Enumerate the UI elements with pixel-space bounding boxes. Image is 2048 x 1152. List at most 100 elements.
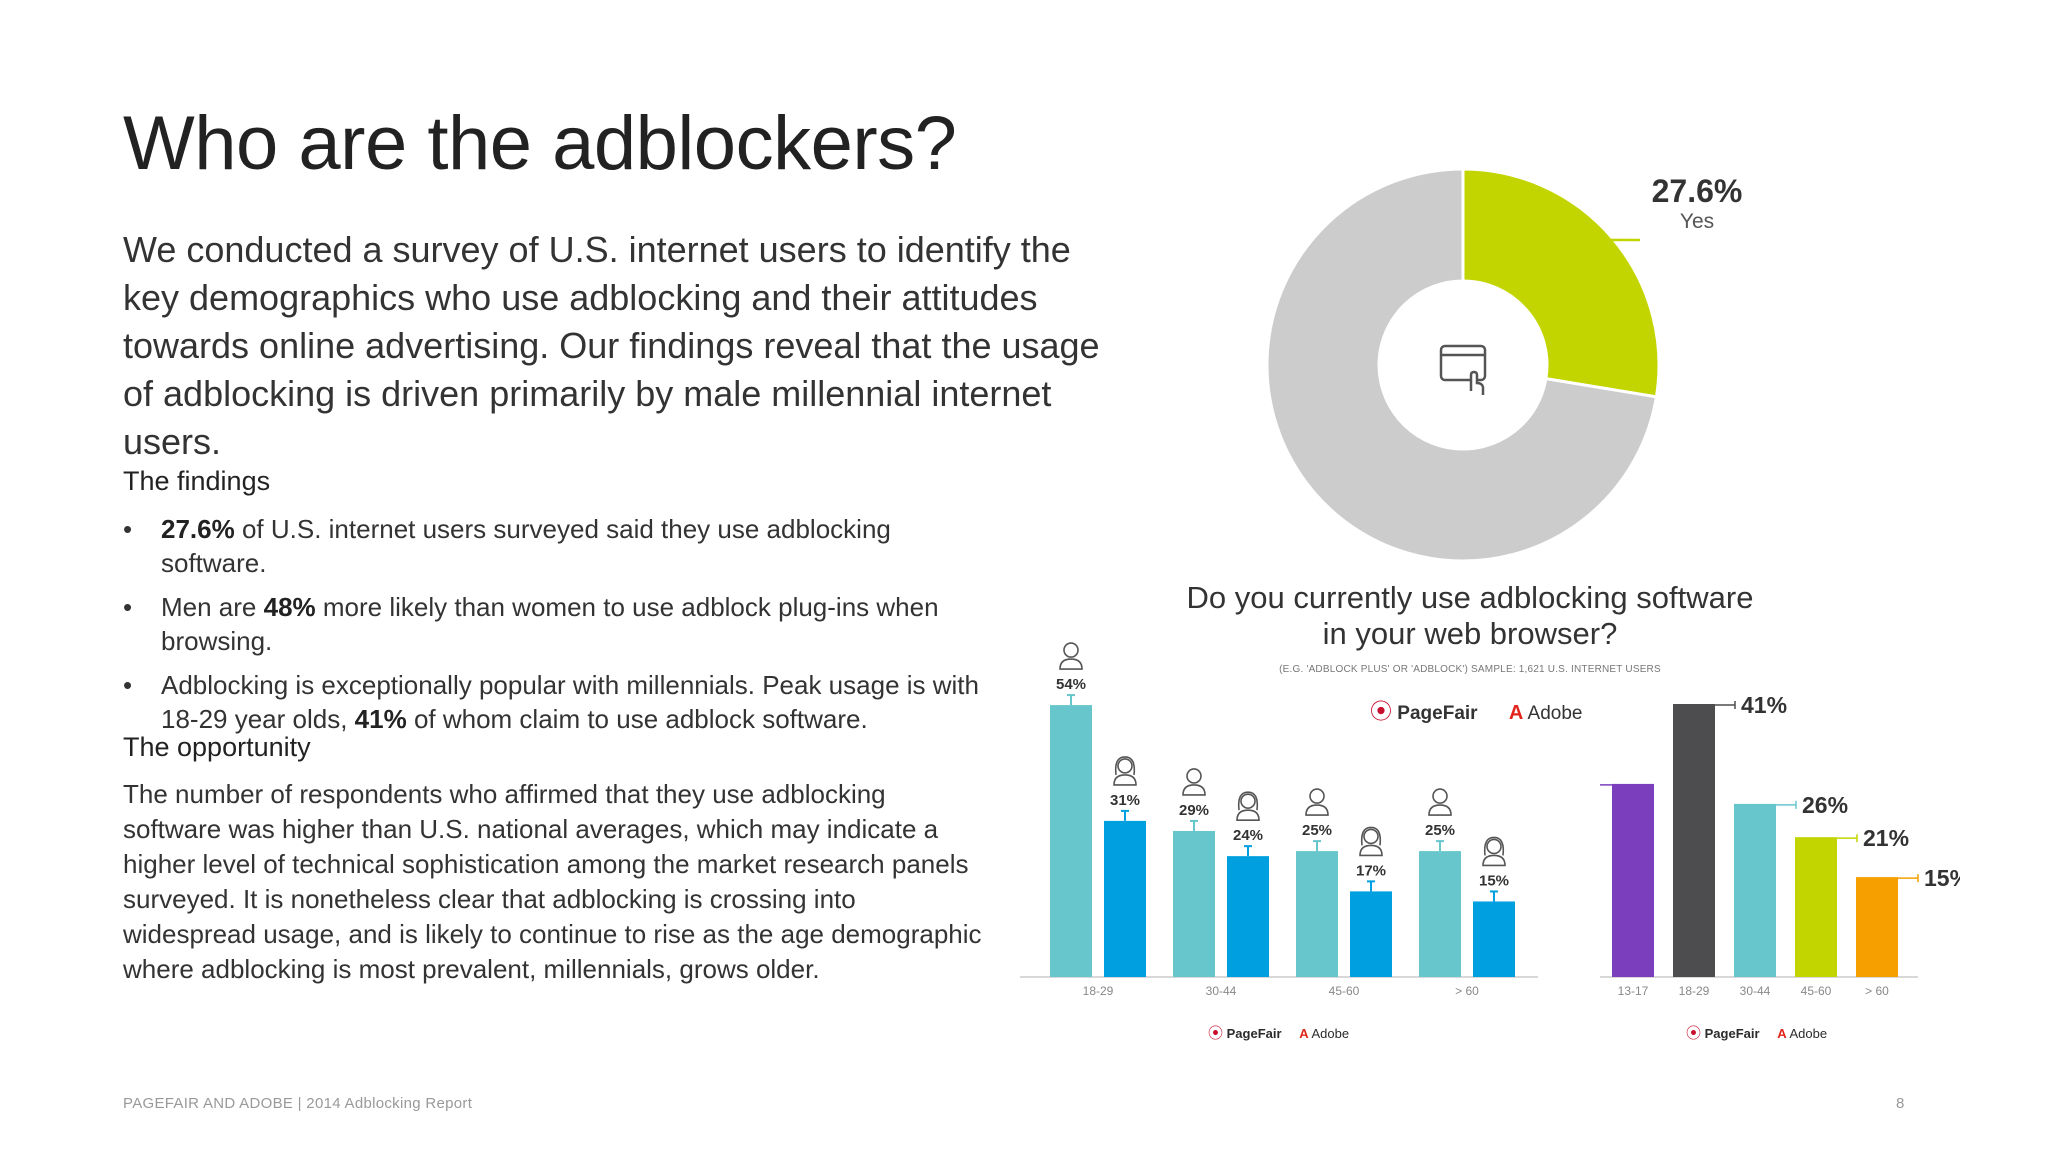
finding-highlight: 48% [263,592,316,622]
adobe-logo-text: Adobe [1789,1026,1828,1041]
pagefair-logo-icon: ⦿ [1370,699,1393,724]
bar [1050,705,1092,977]
finding-text: of U.S. internet users surveyed said the… [161,514,891,578]
pagefair-logo-icon: ⦿ [1686,1025,1702,1042]
donut-title: Do you currently use adblocking software… [1186,580,1754,651]
adblock-usage-donut-chart: 27.6%Yes [1265,167,1742,563]
opportunity-heading: The opportunity [123,732,311,762]
data-label: 24% [1233,827,1263,844]
person-head-shape [1117,758,1133,774]
page-title: Who are the adblockers? [123,101,957,186]
x-tick-label: 18-29 [1679,984,1710,998]
male-person-icon [1059,642,1083,670]
finding-text: of whom claim to use adblock software. [406,704,868,734]
person-head-shape [1363,828,1379,845]
x-tick-label: 45-60 [1801,984,1832,998]
data-label: 15% [1479,872,1509,889]
data-label: 26% [1802,792,1848,818]
data-label: 15% [1924,865,1960,891]
bar [1473,901,1515,977]
donut-slice [1265,167,1659,563]
donut-brand-logos: ⦿ PageFair A Adobe [1370,694,1582,726]
person-head-shape [1063,642,1079,658]
finding-text: Adblocking is exceptionally popular with… [161,670,979,734]
pagefair-logo-text: PageFair [1397,703,1478,724]
female-hair-shape [1114,756,1136,775]
gender-age-bar-chart: 54% 31% 18-29 29% 24% 30-44 25% 17% 45-60 25% 15% >… [1020,642,1538,998]
female-person-icon [1359,826,1383,857]
finding-item: • Men are 48% more likely than women to u… [123,590,983,658]
female-person-icon [1482,836,1506,867]
adobe-logo-icon: A [1777,1026,1787,1041]
data-label: 25% [1425,822,1455,839]
opportunity-paragraph: The number of respondents who affirmed t… [123,779,982,984]
finding-bullet: • [123,592,133,622]
person-body-shape [1236,809,1260,821]
female-person-icon [1113,756,1137,786]
browser-window-shape [1439,344,1487,382]
male-person-icon [1428,788,1452,816]
person-head-shape [1486,838,1502,855]
donut-slice-label: Yes [1680,210,1714,233]
x-tick-label: > 60 [1865,984,1889,998]
data-label: 21% [1863,825,1909,851]
person-body-shape [1113,774,1137,786]
x-tick-label: 13-17 [1618,984,1649,998]
bar [1350,891,1392,977]
donut-slice [1461,167,1661,399]
bar [1104,820,1146,977]
person-body-shape [1482,854,1506,867]
pagefair-logo-icon: ⦿ [1208,1025,1224,1042]
adobe-logo-icon: A [1508,702,1524,724]
finding-text: more likely than women to use adblock pl… [161,592,939,656]
person-body-shape [1428,804,1452,816]
bar [1296,851,1338,977]
female-hair-shape [1237,791,1259,811]
x-tick-label: 30-44 [1740,984,1771,998]
bar [1734,803,1776,977]
finding-highlight: 27.6% [161,514,235,544]
x-tick-label: 18-29 [1083,984,1114,998]
bar [1795,837,1837,977]
finding-bullet: • [123,514,133,544]
person-body-shape [1182,784,1206,796]
female-person-icon [1236,791,1260,821]
adobe-logo-text: Adobe [1527,703,1583,724]
intro-paragraph: We conducted a survey of U.S. internet u… [123,229,1100,462]
finding-text: Men are [161,592,264,622]
pagefair-logo-text: PageFair [1226,1026,1282,1041]
finding-item: • 27.6% of U.S. internet users surveyed s… [123,512,983,580]
footer-text: PAGEFAIR AND ADOBE | 2014 Adblocking Rep… [123,1095,473,1112]
browser-hand-cursor-icon [1439,344,1487,395]
x-tick-label: 45-60 [1329,984,1360,998]
donut-subtitle: (E.G. 'ADBLOCK PLUS' OR 'ADBLOCK') SAMPL… [1279,664,1661,675]
donut-title-block: Do you currently use adblocking software… [1180,580,1760,675]
person-head-shape [1186,768,1202,784]
male-person-icon [1182,768,1206,796]
data-label: 25% [1302,822,1332,839]
findings-heading: The findings [123,466,271,496]
data-label: 29% [1179,802,1209,819]
female-hair-shape [1483,836,1505,856]
bar [1673,704,1715,977]
person-body-shape [1305,804,1329,816]
data-label: 17% [1356,862,1386,879]
finding-bullet: • [123,670,133,700]
male-person-icon [1305,788,1329,816]
data-label: 31% [1110,792,1140,809]
finding-item: • Adblocking is exceptionally popular wit… [123,668,983,736]
pagefair-logo-text: PageFair [1704,1026,1760,1041]
bar [1612,783,1654,977]
female-hair-shape [1360,826,1382,846]
age-chart-brand-logos: ⦿ PageFair A Adobe [1686,1022,1827,1043]
person-head-shape [1240,793,1256,809]
hand-cursor-shape [1469,370,1485,395]
bar [1227,856,1269,977]
findings-list: • 27.6% of U.S. internet users surveyed s… [123,512,983,746]
gender-chart-brand-logos: ⦿ PageFair A Adobe [1208,1022,1349,1043]
person-body-shape [1359,844,1383,857]
data-label: 54% [1056,676,1086,693]
adobe-logo-text: Adobe [1311,1026,1350,1041]
bar [1856,877,1898,977]
